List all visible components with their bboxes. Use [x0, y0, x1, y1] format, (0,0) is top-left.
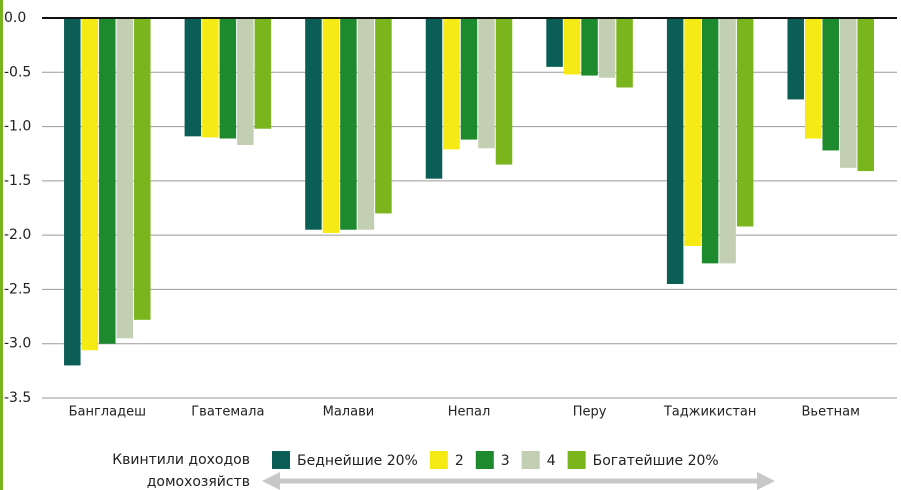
- x-tick-label: Бангладеш: [69, 405, 146, 420]
- x-tick-label: Непал: [448, 405, 491, 420]
- bar: [616, 18, 633, 88]
- bar: [254, 18, 272, 129]
- bar: [375, 18, 392, 214]
- legend-swatch: [521, 451, 540, 469]
- bar: [184, 18, 202, 137]
- bar: [99, 18, 116, 344]
- bar: [478, 18, 495, 149]
- legend-swatch: [567, 451, 586, 469]
- bar: [237, 18, 254, 146]
- bar: [202, 18, 219, 138]
- bar: [81, 18, 99, 351]
- bar: [443, 18, 460, 150]
- side-strip: [0, 0, 3, 490]
- y-tick-label: -3.0: [4, 336, 31, 352]
- x-tick-label: Вьетнам: [801, 405, 859, 420]
- bar: [857, 18, 874, 172]
- bar: [340, 18, 357, 230]
- bar: [839, 18, 857, 168]
- bar: [305, 18, 322, 230]
- y-tick-label: -2.0: [4, 227, 31, 243]
- y-tick-label: -3.5: [4, 390, 31, 406]
- legend-label: 3: [501, 453, 510, 469]
- legend-label: Беднейшие 20%: [297, 453, 418, 469]
- bar: [684, 18, 701, 246]
- bar: [736, 18, 754, 227]
- arrow-head-right: [757, 472, 775, 490]
- y-tick-label: 0.0: [4, 10, 26, 26]
- legend-swatch: [272, 451, 290, 469]
- bar: [563, 18, 581, 75]
- x-tick-label: Малави: [323, 405, 375, 420]
- legend-title: Квинтили доходов: [112, 452, 250, 468]
- legend-label: 2: [455, 453, 464, 469]
- bar: [495, 18, 513, 165]
- bar: [357, 18, 375, 230]
- bar: [546, 18, 563, 67]
- legend-label: Богатейшие 20%: [593, 453, 719, 469]
- y-tick-label: -1.5: [4, 173, 31, 189]
- arrow-head-left: [262, 472, 280, 490]
- bar: [822, 18, 839, 151]
- bar: [134, 18, 151, 320]
- bar: [425, 18, 443, 179]
- legend-label: 4: [547, 453, 556, 469]
- legend-title: домохозяйств: [147, 474, 250, 490]
- legend-swatch: [429, 451, 448, 469]
- bar: [219, 18, 237, 139]
- x-tick-label: Гватемала: [191, 405, 264, 420]
- y-tick-label: -0.5: [4, 64, 31, 80]
- bar: [701, 18, 719, 264]
- bar: [787, 18, 804, 100]
- bar: [666, 18, 684, 284]
- legend-swatch: [475, 451, 494, 469]
- y-tick-label: -1.0: [4, 119, 31, 135]
- bar: [116, 18, 134, 339]
- bar: [64, 18, 81, 366]
- bar: [581, 18, 598, 76]
- bar: [460, 18, 478, 140]
- bar: [598, 18, 616, 78]
- x-tick-label: Перу: [573, 405, 607, 420]
- x-tick-label: Таджикистан: [663, 405, 757, 420]
- bar: [719, 18, 736, 264]
- bar: [322, 18, 340, 233]
- bar: [804, 18, 822, 139]
- y-tick-label: -2.5: [4, 281, 31, 297]
